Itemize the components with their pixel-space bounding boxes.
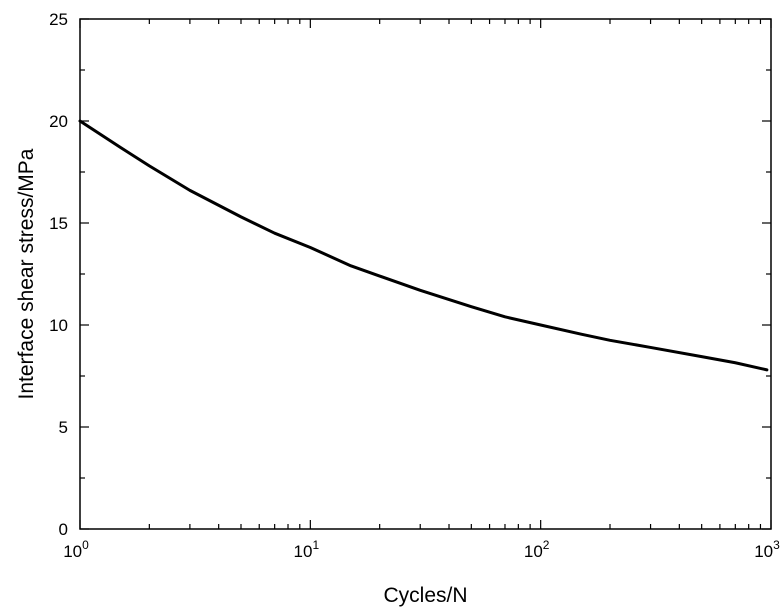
series-line bbox=[78, 119, 769, 372]
y-tick-label: 10 bbox=[49, 316, 68, 335]
y-tick-label: 15 bbox=[49, 214, 68, 233]
x-axis-title: Cycles/N bbox=[383, 584, 467, 607]
y-axis-title: Interface shear stress/MPa bbox=[15, 148, 38, 399]
y-tick-label: 25 bbox=[49, 10, 68, 29]
x-tick-label: 101 bbox=[294, 538, 320, 561]
y-tick-label: 20 bbox=[49, 112, 68, 131]
x-tick-label: 103 bbox=[754, 538, 780, 561]
x-tick-label: 102 bbox=[524, 538, 550, 561]
x-tick-label: 100 bbox=[63, 538, 89, 561]
y-tick-label: 0 bbox=[59, 520, 68, 539]
y-tick-label: 5 bbox=[59, 418, 68, 437]
plot-frame bbox=[79, 18, 772, 530]
